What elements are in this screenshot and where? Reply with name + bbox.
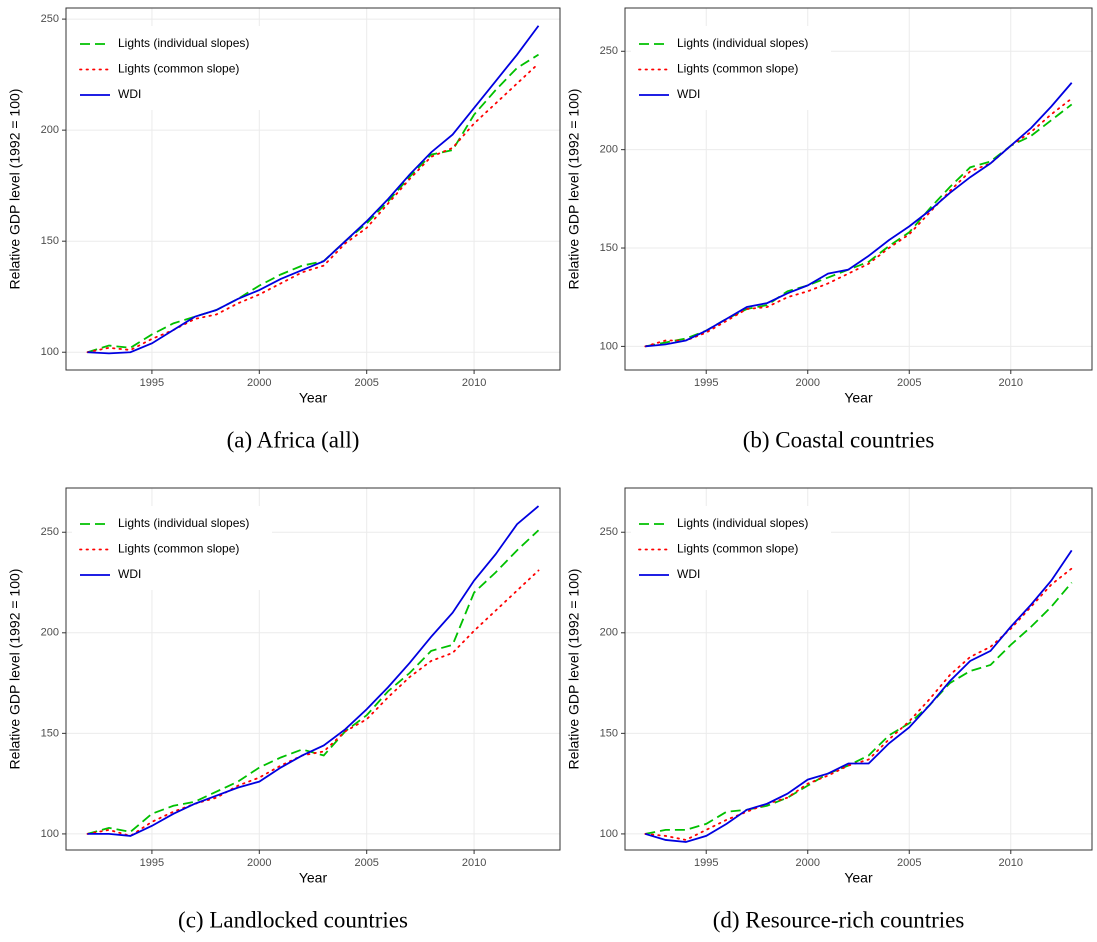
series-line xyxy=(87,505,540,837)
x-tick-label: 2005 xyxy=(897,377,921,389)
y-axis-title: Relative GDP level (1992 = 100) xyxy=(7,89,23,290)
caption: (c) Landlocked countries xyxy=(178,907,408,932)
y-tick-label: 250 xyxy=(600,45,618,57)
series-line xyxy=(645,549,1073,843)
plot-border xyxy=(65,487,561,851)
y-axis-title: Relative GDP level (1992 = 100) xyxy=(566,569,582,770)
legend-label: Lights (individual slopes) xyxy=(118,516,249,530)
x-tick-label: 2005 xyxy=(354,377,378,389)
y-tick-label: 150 xyxy=(600,242,618,254)
caption: (d) Resource-rich countries xyxy=(713,907,965,932)
legend-label: Lights (individual slopes) xyxy=(677,516,808,530)
y-tick-label: 250 xyxy=(600,526,618,538)
legend-background xyxy=(72,26,272,110)
y-axis-title: Relative GDP level (1992 = 100) xyxy=(566,89,582,290)
caption: (a) Africa (all) xyxy=(227,427,360,452)
y-tick-label: 150 xyxy=(41,727,59,739)
x-tick-label: 2010 xyxy=(462,857,486,869)
series-line xyxy=(645,82,1073,348)
y-tick-label: 100 xyxy=(41,346,59,358)
x-axis-title: Year xyxy=(844,870,873,886)
legend: Lights (individual slopes) Lights (common… xyxy=(72,506,272,590)
plot-border xyxy=(65,7,561,371)
series-line xyxy=(645,581,1073,835)
panel: 1995 2000 2005 2010 100 150 200 250 Year Relative… xyxy=(7,7,561,452)
x-tick-label: 1995 xyxy=(694,377,718,389)
plot-border xyxy=(624,487,1093,851)
x-axis-title: Year xyxy=(299,870,328,886)
x-tick-label: 2010 xyxy=(999,857,1023,869)
panel: 1995 2000 2005 2010 100 150 200 250 Year Relative… xyxy=(7,487,561,932)
x-tick-label: 1995 xyxy=(694,857,718,869)
plot-border xyxy=(624,7,1093,371)
x-tick-label: 2000 xyxy=(247,377,271,389)
series-line xyxy=(87,529,540,835)
legend-label: Lights (individual slopes) xyxy=(118,36,249,50)
legend-background xyxy=(631,506,831,590)
x-axis-title: Year xyxy=(299,390,328,406)
x-tick-label: 2000 xyxy=(795,377,819,389)
legend-label: Lights (common slope) xyxy=(677,62,798,76)
y-tick-label: 200 xyxy=(41,124,59,136)
x-tick-label: 1995 xyxy=(140,857,164,869)
legend-label: WDI xyxy=(118,567,141,581)
x-tick-label: 2010 xyxy=(999,377,1023,389)
caption: (b) Coastal countries xyxy=(743,427,935,452)
legend: Lights (individual slopes) Lights (common… xyxy=(72,26,272,110)
y-tick-label: 200 xyxy=(41,627,59,639)
legend-label: Lights (individual slopes) xyxy=(677,36,808,50)
x-axis-title: Year xyxy=(844,390,873,406)
legend-label: WDI xyxy=(677,567,700,581)
y-tick-label: 100 xyxy=(600,340,618,352)
series-line xyxy=(87,25,540,355)
x-tick-label: 2005 xyxy=(354,857,378,869)
y-tick-label: 250 xyxy=(41,526,59,538)
y-tick-label: 150 xyxy=(41,235,59,247)
legend-label: WDI xyxy=(118,87,141,101)
x-tick-label: 2010 xyxy=(462,377,486,389)
legend-label: Lights (common slope) xyxy=(118,542,239,556)
y-tick-label: 100 xyxy=(41,828,59,840)
y-tick-label: 200 xyxy=(600,627,618,639)
y-tick-label: 250 xyxy=(41,13,59,25)
legend: Lights (individual slopes) Lights (common… xyxy=(631,506,831,590)
legend-background xyxy=(72,506,272,590)
x-tick-label: 1995 xyxy=(140,377,164,389)
legend: Lights (individual slopes) Lights (common… xyxy=(631,26,831,110)
y-tick-label: 100 xyxy=(600,828,618,840)
legend-background xyxy=(631,26,831,110)
y-tick-label: 150 xyxy=(600,727,618,739)
x-tick-label: 2000 xyxy=(247,857,271,869)
legend-label: Lights (common slope) xyxy=(677,542,798,556)
x-tick-label: 2000 xyxy=(795,857,819,869)
series-line xyxy=(87,53,539,354)
series-line xyxy=(86,62,540,354)
y-axis-title: Relative GDP level (1992 = 100) xyxy=(7,569,23,770)
y-tick-label: 200 xyxy=(600,144,618,156)
series-line xyxy=(86,569,540,837)
panel: 1995 2000 2005 2010 100 150 200 250 Year Relative… xyxy=(566,487,1093,932)
legend-label: Lights (common slope) xyxy=(118,62,239,76)
legend-label: WDI xyxy=(677,87,700,101)
x-tick-label: 2005 xyxy=(897,857,921,869)
panel: 1995 2000 2005 2010 100 150 200 250 Year Relative… xyxy=(566,7,1093,452)
